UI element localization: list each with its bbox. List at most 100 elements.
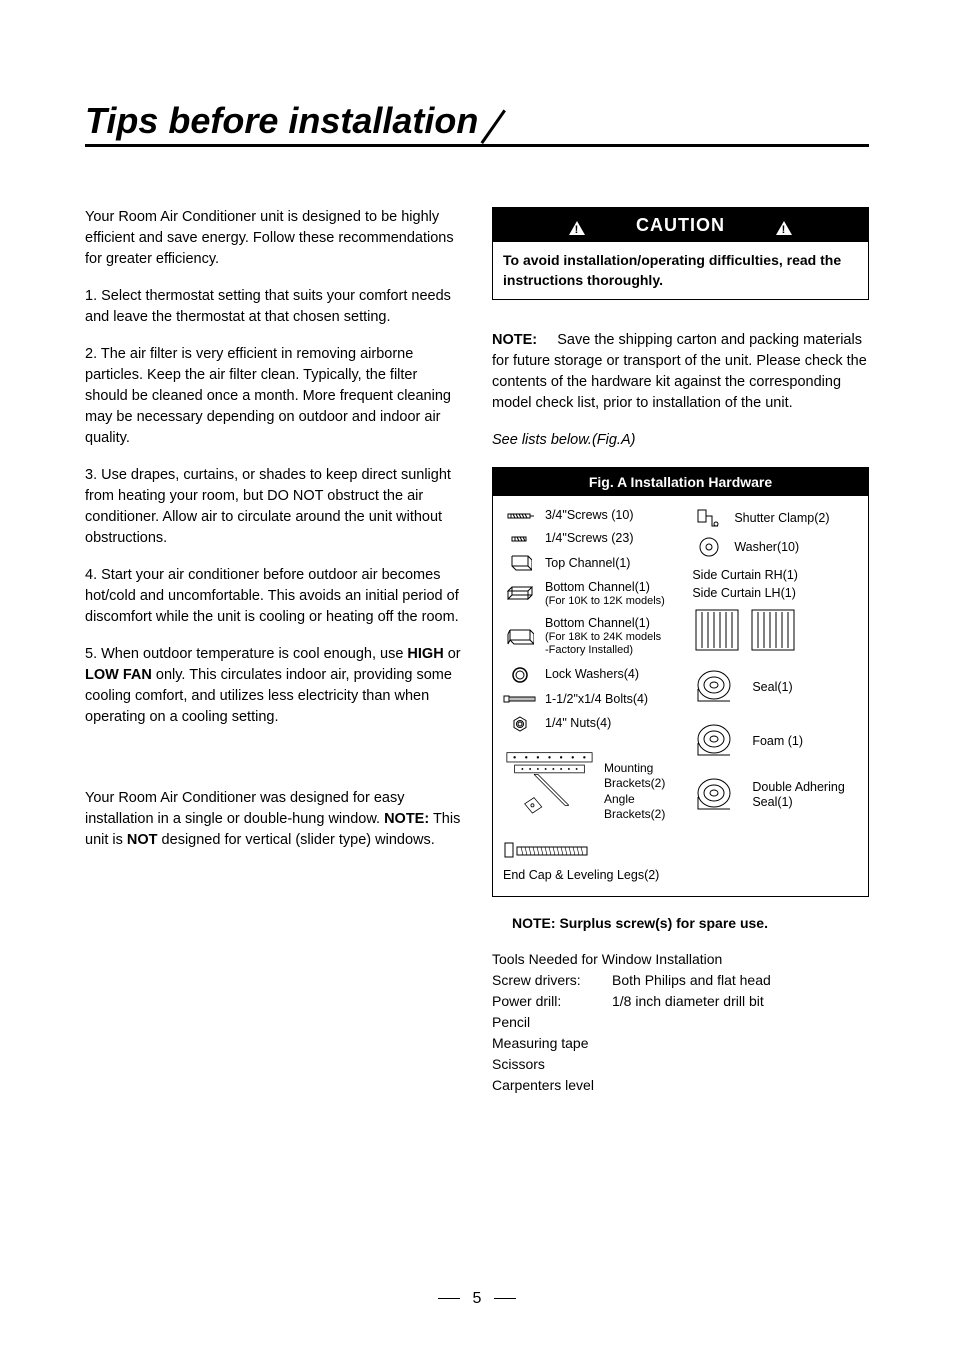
screw-icon [503, 511, 537, 521]
hw-label: 1/4"Screws (23) [545, 531, 692, 546]
shutter-clamp-icon [692, 508, 726, 528]
washer-icon [692, 536, 726, 558]
foam-roll-icon [692, 721, 742, 761]
tools-label: Screw drivers: [492, 970, 612, 991]
bottom-channel-icon [503, 585, 537, 603]
hw-screws-34: 3/4"Screws (10) [503, 508, 692, 523]
figure-a-body: 3/4"Screws (10) 1/4"Screws (23) Top Chan… [493, 496, 868, 896]
hw-label: Bottom Channel(1) (For 18K to 24K models… [545, 616, 692, 657]
endcap-icon [503, 839, 593, 861]
intro-text: Your Room Air Conditioner unit is design… [85, 207, 462, 270]
hw-label: Top Channel(1) [545, 556, 692, 571]
tools-value: Both Philips and flat head [612, 970, 771, 991]
hw-bottom-channel-2: Bottom Channel(1) (For 18K to 24K models… [503, 616, 692, 657]
svg-text:!: ! [575, 224, 580, 236]
hw-label: Foam (1) [752, 734, 858, 749]
endcap-label: End Cap & Leveling Legs(2) [503, 866, 692, 884]
caution-body: To avoid installation/operating difficul… [493, 242, 868, 299]
tools-pencil: Pencil [492, 1012, 869, 1033]
hw-screws-14: 1/4"Screws (23) [503, 531, 692, 546]
hw-label: Lock Washers(4) [545, 667, 692, 682]
seal-roll-icon [692, 667, 742, 707]
caution-box: ! CAUTION ! To avoid installation/operat… [492, 207, 869, 300]
hw-label: 1-1/2"x1/4 Bolts(4) [545, 692, 692, 707]
hw-nuts: 1/4" Nuts(4) [503, 715, 692, 733]
hw-label: 3/4"Screws (10) [545, 508, 692, 523]
install-not: NOT [127, 832, 158, 848]
tools-label: Power drill: [492, 991, 612, 1012]
hw-shutter-clamp: Shutter Clamp(2) [692, 508, 858, 528]
nut-icon [503, 715, 537, 733]
install-a: Your Room Air Conditioner was designed f… [85, 790, 404, 827]
tip-5: 5. When outdoor temperature is cool enou… [85, 644, 462, 728]
tools-tape: Measuring tape [492, 1033, 869, 1054]
curtain-lh-icon [748, 608, 798, 653]
tools-scissors: Scissors [492, 1054, 869, 1075]
install-note-label: NOTE: [384, 811, 429, 827]
title-bar: Tips before installation [85, 100, 869, 147]
figure-a-box: Fig. A Installation Hardware 3/4"Screws … [492, 467, 869, 897]
hw-bottom-channel-1: Bottom Channel(1) (For 10K to 12K models… [503, 580, 692, 608]
tools-level: Carpenters level [492, 1075, 869, 1096]
hw-text: Bottom Channel(1) [545, 616, 692, 631]
svg-text:!: ! [782, 224, 787, 236]
tip-2: 2. The air filter is very efficient in r… [85, 344, 462, 449]
top-channel-icon [503, 554, 537, 572]
brackets-diagram-icon [503, 741, 596, 831]
note-text: Save the shipping carton and packing mat… [492, 332, 867, 411]
hw-washer: Washer(10) [692, 536, 858, 558]
surplus-note: NOTE: Surplus screw(s) for spare use. [512, 913, 869, 933]
hw-seal: Seal(1) [692, 667, 858, 707]
warning-icon: ! [568, 217, 586, 233]
hw-brackets-block: Mounting Brackets(2) Angle Brackets(2) [503, 741, 692, 831]
install-e: designed for vertical (slider type) wind… [158, 832, 435, 848]
bracket-labels: Mounting Brackets(2) Angle Brackets(2) [604, 761, 692, 823]
hw-lock-washers: Lock Washers(4) [503, 666, 692, 684]
hw-top-channel: Top Channel(1) [503, 554, 692, 572]
page-number: 5 [0, 1290, 954, 1308]
hw-label: Double Adhering Seal(1) [752, 780, 858, 810]
page-number-value: 5 [473, 1290, 482, 1307]
caution-header: ! CAUTION ! [493, 208, 868, 242]
tools-value: 1/8 inch diameter drill bit [612, 991, 764, 1012]
note-label: NOTE: [492, 332, 537, 348]
hw-label: Shutter Clamp(2) [734, 511, 858, 526]
bottom-channel-2-icon [503, 626, 537, 648]
warning-icon: ! [775, 217, 793, 233]
content-columns: Your Room Air Conditioner unit is design… [85, 207, 869, 1096]
page-title: Tips before installation [85, 100, 488, 142]
hw-bolts: 1-1/2"x1/4 Bolts(4) [503, 692, 692, 707]
tip5-lowfan: LOW FAN [85, 667, 152, 683]
screw-short-icon [503, 534, 537, 544]
tip-1: 1. Select thermostat setting that suits … [85, 286, 462, 328]
mounting-label: Mounting Brackets(2) [604, 761, 692, 792]
hw-text: Bottom Channel(1) [545, 580, 692, 595]
hw-double-seal: Double Adhering Seal(1) [692, 775, 858, 815]
see-lists: See lists below.(Fig.A) [492, 430, 869, 451]
curtain-rh-icon [692, 608, 742, 653]
side-lh-label: Side Curtain LH(1) [692, 584, 858, 602]
tools-block: Tools Needed for Window Installation Scr… [492, 949, 869, 1096]
hw-subtext: (For 18K to 24K models [545, 631, 692, 644]
left-column: Your Room Air Conditioner unit is design… [85, 207, 462, 1096]
hw-subtext: -Factory Installed) [545, 644, 692, 657]
hw-endcap: End Cap & Leveling Legs(2) [503, 839, 692, 884]
figure-a-title: Fig. A Installation Hardware [493, 468, 868, 496]
install-note: Your Room Air Conditioner was designed f… [85, 788, 462, 851]
tip-4: 4. Start your air conditioner before out… [85, 565, 462, 628]
side-curtain-labels: Side Curtain RH(1) Side Curtain LH(1) [692, 566, 858, 602]
tools-drill: Power drill: 1/8 inch diameter drill bit [492, 991, 869, 1012]
hw-label: Seal(1) [752, 680, 858, 695]
side-rh-label: Side Curtain RH(1) [692, 566, 858, 584]
double-seal-roll-icon [692, 775, 742, 815]
bolt-icon [503, 694, 537, 704]
tools-screw: Screw drivers: Both Philips and flat hea… [492, 970, 869, 991]
tools-heading: Tools Needed for Window Installation [492, 949, 869, 970]
note-paragraph: NOTE: Save the shipping carton and packi… [492, 330, 869, 414]
hw-label: Bottom Channel(1) (For 10K to 12K models… [545, 580, 692, 608]
side-curtain-icons [692, 608, 858, 653]
tip5-high: HIGH [407, 646, 443, 662]
tip-3: 3. Use drapes, curtains, or shades to ke… [85, 465, 462, 549]
hw-label: 1/4" Nuts(4) [545, 716, 692, 731]
hw-subtext: (For 10K to 12K models) [545, 595, 692, 608]
